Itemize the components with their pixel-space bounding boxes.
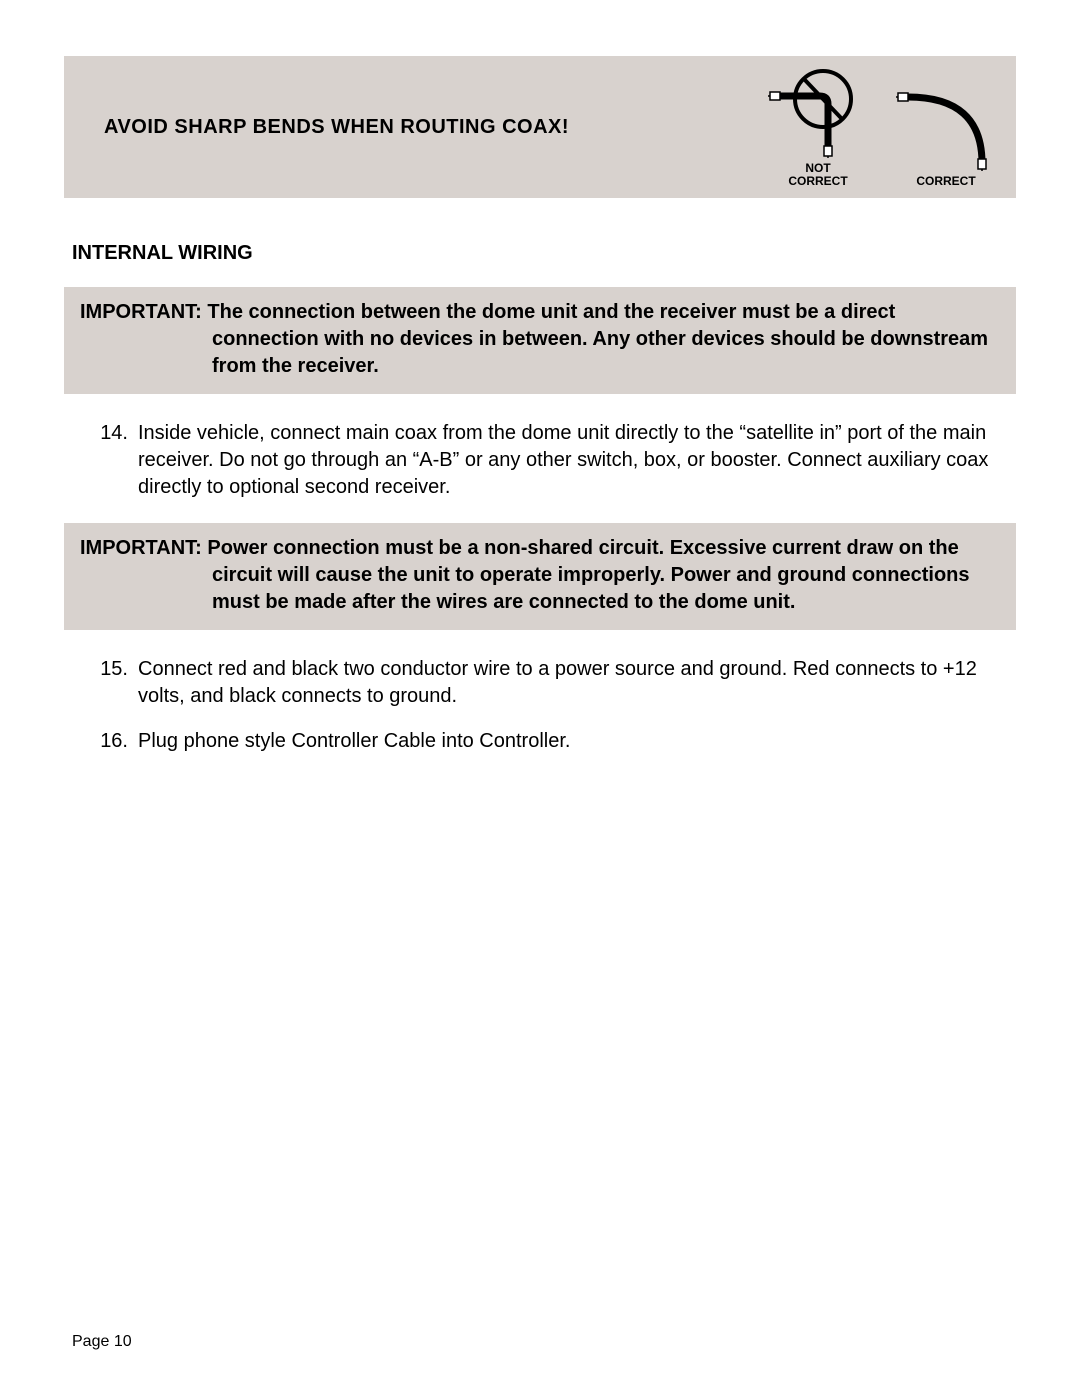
steps-group-b: 15. Connect red and black two conductor …: [64, 656, 1016, 755]
not-correct-icon: [768, 66, 868, 158]
callout-1-text: The connection between the dome unit and…: [207, 301, 988, 377]
callout-1-lead: IMPORTANT:: [80, 301, 202, 323]
callout-important-2: IMPORTANT: Power connection must be a no…: [64, 523, 1016, 630]
step-16-num: 16.: [94, 728, 128, 755]
diagram-not-correct: NOT CORRECT: [768, 66, 868, 188]
callout-2-body: IMPORTANT: Power connection must be a no…: [80, 535, 1000, 616]
callout-2-text: Power connection must be a non-shared ci…: [207, 537, 969, 613]
step-16-text: Plug phone style Controller Cable into C…: [138, 728, 1016, 755]
step-15: 15. Connect red and black two conductor …: [94, 656, 1016, 710]
step-14: 14. Inside vehicle, connect main coax fr…: [94, 420, 1016, 501]
page-footer: Page 10: [72, 1333, 132, 1351]
callout-important-1: IMPORTANT: The connection between the do…: [64, 287, 1016, 394]
diagram-not-correct-label: NOT CORRECT: [788, 162, 847, 188]
diagram-correct: CORRECT: [896, 79, 996, 188]
callout-2-lead: IMPORTANT:: [80, 537, 202, 559]
banner-diagrams: NOT CORRECT CORRECT: [768, 66, 996, 188]
banner-title: AVOID SHARP BENDS WHEN ROUTING COAX!: [104, 116, 569, 139]
step-15-num: 15.: [94, 656, 128, 710]
banner-box: AVOID SHARP BENDS WHEN ROUTING COAX!: [64, 56, 1016, 198]
diagram-correct-label: CORRECT: [916, 175, 975, 188]
step-16: 16. Plug phone style Controller Cable in…: [94, 728, 1016, 755]
section-title: INTERNAL WIRING: [72, 242, 1016, 265]
step-14-text: Inside vehicle, connect main coax from t…: [138, 420, 1016, 501]
step-15-text: Connect red and black two conductor wire…: [138, 656, 1016, 710]
steps-group-a: 14. Inside vehicle, connect main coax fr…: [64, 420, 1016, 501]
correct-icon: [896, 79, 996, 171]
step-14-num: 14.: [94, 420, 128, 501]
page: AVOID SHARP BENDS WHEN ROUTING COAX!: [0, 0, 1080, 755]
callout-1-body: IMPORTANT: The connection between the do…: [80, 299, 1000, 380]
